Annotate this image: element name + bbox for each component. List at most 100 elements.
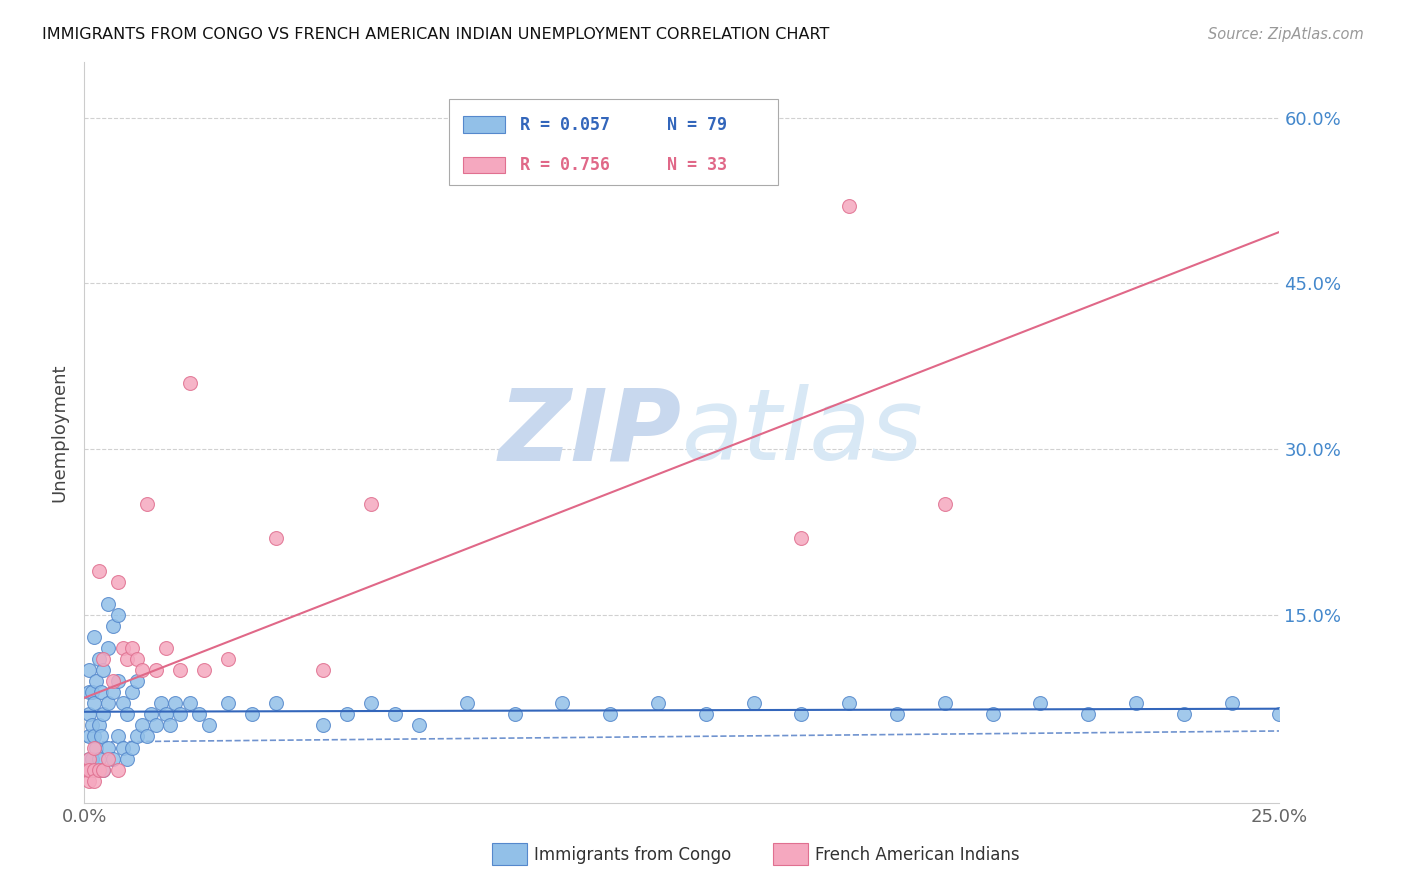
Point [742,697,765,711]
Text: R = 0.756: R = 0.756 [520,156,610,174]
Point [101,674,124,689]
Point [83,773,105,788]
FancyBboxPatch shape [449,99,778,185]
Point [107,674,129,689]
Point [197,718,219,732]
Point [121,740,143,755]
Point [217,697,239,711]
Point [125,730,148,744]
Point [90,685,112,699]
Point [179,697,201,711]
Text: R = 0.057: R = 0.057 [520,116,610,134]
Point [93,763,115,777]
Point [240,707,263,722]
Point [135,730,157,744]
Point [264,531,287,545]
Point [838,697,860,711]
Point [77,730,100,744]
Point [77,707,100,722]
Point [981,707,1004,722]
Point [408,718,430,732]
Point [76,763,98,777]
Point [131,663,153,677]
Point [155,641,177,656]
Point [456,697,478,711]
Point [87,564,110,578]
Text: N = 33: N = 33 [666,156,727,174]
Point [77,685,100,699]
Point [188,707,211,722]
Point [117,751,139,765]
Point [111,740,134,755]
Bar [463,117,505,133]
Point [1125,697,1147,711]
Point [503,707,526,722]
Point [117,707,139,722]
Point [86,740,108,755]
Bar [463,157,505,173]
Point [217,652,239,666]
Point [179,376,201,390]
Point [145,718,167,732]
Point [97,597,120,611]
Point [1029,697,1052,711]
Point [145,663,167,677]
Point [87,751,110,765]
Point [77,751,100,765]
Point [86,674,108,689]
Point [97,740,120,755]
Point [87,763,110,777]
Point [97,751,120,765]
Point [125,652,148,666]
Point [93,707,115,722]
Point [1173,707,1195,722]
Point [83,763,105,777]
Point [93,652,115,666]
Point [77,663,100,677]
Point [169,707,191,722]
Point [695,707,717,722]
Point [93,763,115,777]
Point [934,498,956,512]
Point [90,730,112,744]
Point [107,763,129,777]
Point [101,619,124,633]
Point [83,730,105,744]
Point [80,685,103,699]
Point [121,685,143,699]
Point [125,674,148,689]
Point [80,718,103,732]
Point [83,630,105,644]
Point [83,697,105,711]
Y-axis label: Unemployment: Unemployment [51,363,69,502]
Point [87,652,110,666]
Text: IMMIGRANTS FROM CONGO VS FRENCH AMERICAN INDIAN UNEMPLOYMENT CORRELATION CHART: IMMIGRANTS FROM CONGO VS FRENCH AMERICAN… [42,27,830,42]
Point [97,697,120,711]
Point [264,697,287,711]
Point [77,763,100,777]
Point [111,641,134,656]
Point [159,718,181,732]
Point [1077,707,1099,722]
Point [83,740,105,755]
Point [107,730,129,744]
Point [107,574,129,589]
Text: ZIP: ZIP [499,384,682,481]
Point [838,199,860,213]
Text: Source: ZipAtlas.com: Source: ZipAtlas.com [1208,27,1364,42]
Point [551,697,574,711]
Point [141,707,163,722]
Point [80,751,103,765]
Text: N = 79: N = 79 [666,116,727,134]
Point [384,707,406,722]
Text: Immigrants from Congo: Immigrants from Congo [534,847,731,864]
Point [155,707,177,722]
Point [101,685,124,699]
Point [193,663,215,677]
Point [360,697,382,711]
Point [117,652,139,666]
Point [107,607,129,622]
Point [1220,697,1243,711]
Point [101,751,124,765]
Text: French American Indians: French American Indians [815,847,1021,864]
